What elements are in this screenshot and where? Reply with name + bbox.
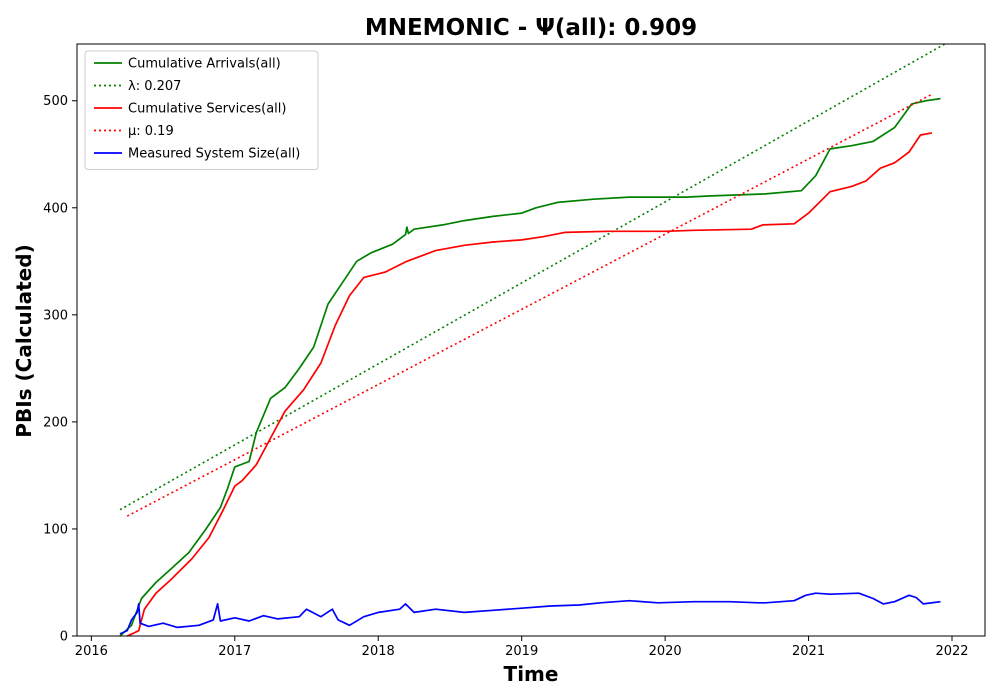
legend-label-measured-system-size-all: Measured System Size(all) — [128, 147, 300, 162]
y-axis-label: PBIs (Calculated) — [12, 244, 36, 437]
series-line-3 — [126, 132, 933, 637]
x-tick-label: 2019 — [505, 644, 538, 659]
y-tick-label: 300 — [43, 308, 68, 323]
x-tick-label: 2022 — [935, 644, 968, 659]
x-tick-label: 2017 — [218, 644, 251, 659]
series-line-1 — [119, 97, 941, 637]
legend-box — [84, 50, 319, 170]
y-tick-label: 100 — [43, 522, 68, 537]
x-tick-label: 2018 — [362, 644, 395, 659]
x-axis-label: Time — [504, 662, 559, 686]
legend-label-0-19: μ: 0.19 — [128, 124, 174, 139]
legend-label-cumulative-arrivals-all: Cumulative Arrivals(all) — [128, 57, 281, 72]
y-axis: 0 100 200 300 400 500 — [43, 94, 77, 645]
y-tick-label: 500 — [43, 94, 68, 109]
x-tick-label: 2016 — [75, 644, 108, 659]
legend-label-0-207: λ: 0.207 — [128, 79, 181, 94]
legend-label-cumulative-services-all: Cumulative Services(all) — [128, 102, 286, 117]
x-tick-label: 2021 — [792, 644, 825, 659]
x-tick-label: 2020 — [649, 644, 682, 659]
chart-title: MNEMONIC - Ψ(all): 0.909 — [365, 15, 697, 41]
y-tick-label: 0 — [60, 630, 68, 645]
series-line-5 — [119, 592, 941, 635]
plot-lines — [119, 43, 946, 637]
legend: Cumulative Arrivals(all) λ: 0.207 Cumulati… — [84, 50, 319, 170]
series-line-4 — [126, 93, 933, 517]
y-tick-label: 400 — [43, 201, 68, 216]
plot-frame — [76, 43, 986, 637]
x-axis: 2016 2017 2018 2019 2020 2021 2022 — [75, 636, 969, 659]
y-tick-label: 200 — [43, 415, 68, 430]
